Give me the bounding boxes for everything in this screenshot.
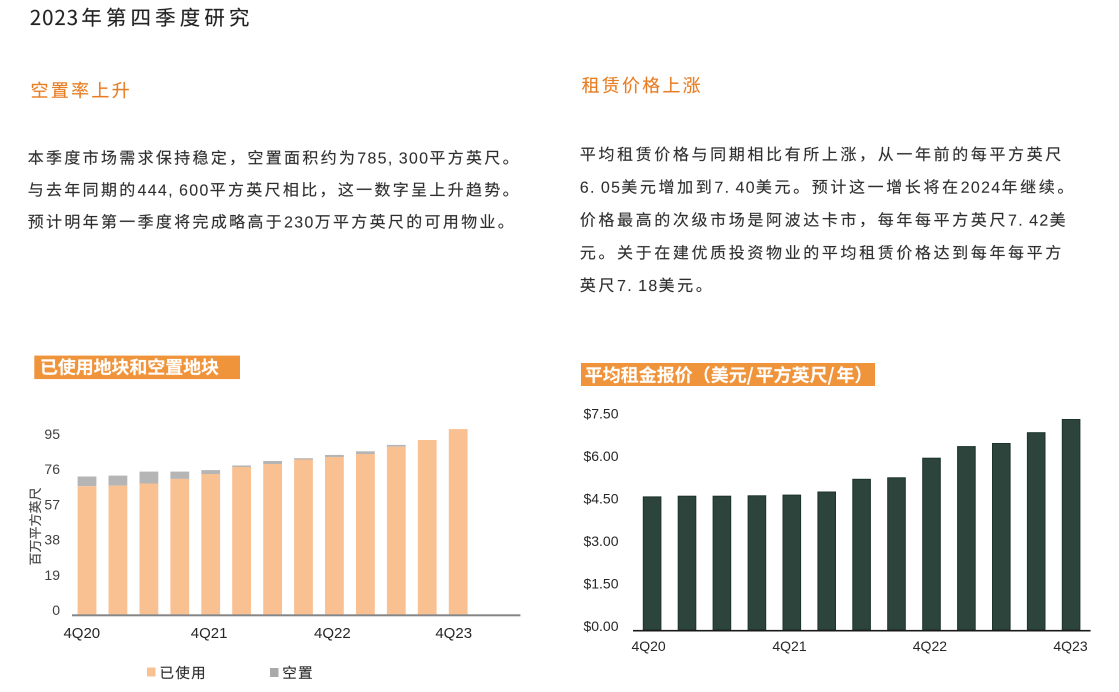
svg-text:$4.50: $4.50 [583, 491, 618, 507]
svg-text:4Q22: 4Q22 [314, 625, 351, 642]
svg-text:0: 0 [52, 602, 60, 618]
svg-text:$1.50: $1.50 [583, 576, 618, 592]
svg-text:$0.00: $0.00 [583, 618, 618, 634]
svg-text:4Q20: 4Q20 [631, 638, 665, 654]
svg-text:57: 57 [44, 496, 60, 512]
svg-text:4Q21: 4Q21 [772, 638, 806, 654]
svg-text:4Q22: 4Q22 [913, 638, 947, 654]
svg-text:$7.50: $7.50 [583, 406, 618, 422]
svg-text:95: 95 [44, 426, 60, 442]
svg-text:4Q21: 4Q21 [191, 625, 228, 642]
svg-text:4Q23: 4Q23 [1053, 638, 1087, 654]
svg-text:$3.00: $3.00 [583, 533, 618, 549]
svg-text:76: 76 [44, 461, 60, 477]
svg-text:$6.00: $6.00 [583, 448, 618, 464]
svg-text:4Q20: 4Q20 [63, 625, 100, 642]
svg-text:19: 19 [44, 567, 60, 583]
svg-text:38: 38 [44, 532, 60, 548]
svg-text:4Q23: 4Q23 [435, 625, 472, 642]
